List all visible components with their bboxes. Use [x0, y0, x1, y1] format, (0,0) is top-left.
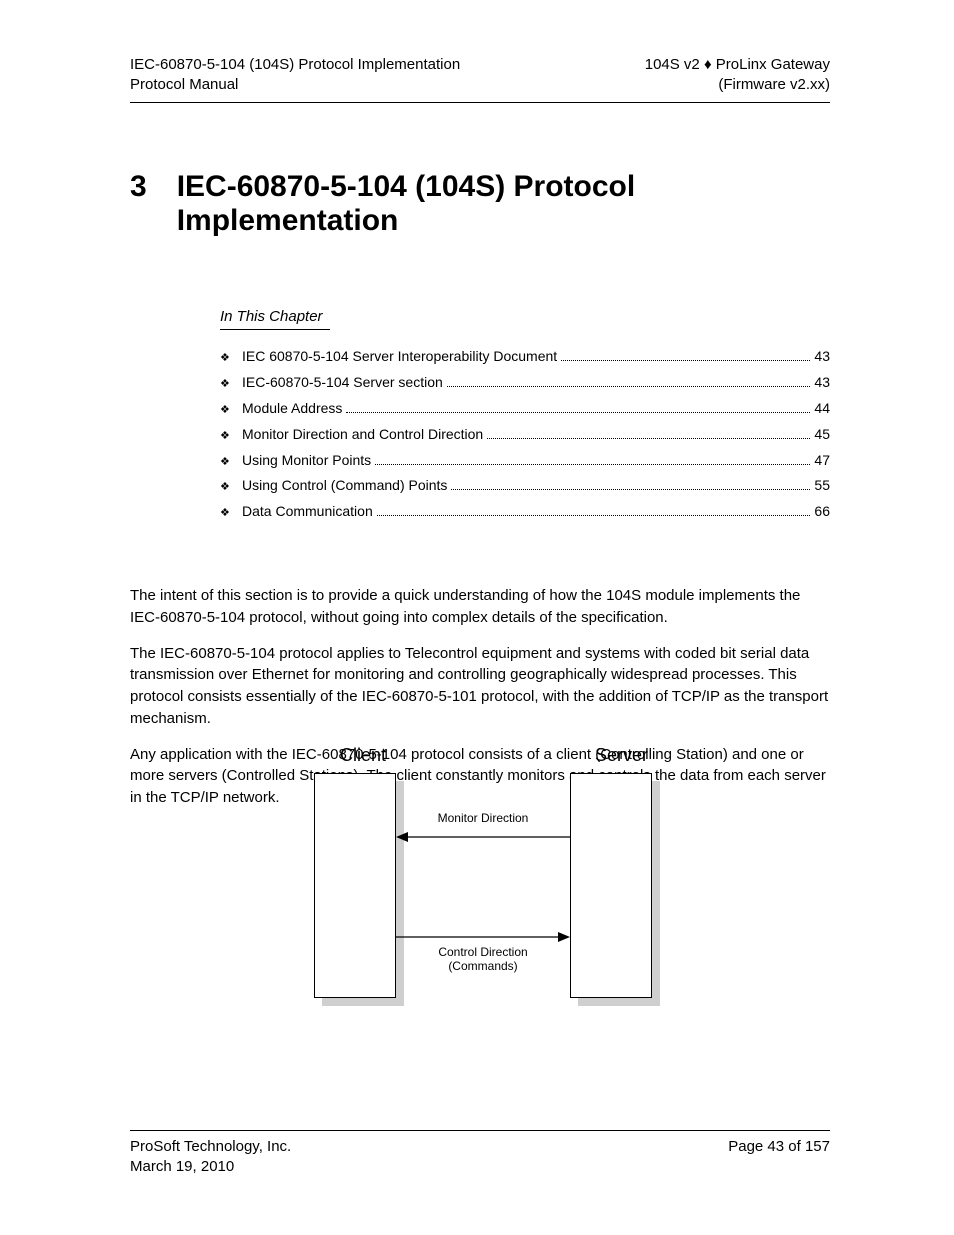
toc-leader [346, 402, 810, 413]
toc-page: 44 [814, 396, 830, 422]
toc-item: ❖ Data Communication 66 [220, 499, 830, 525]
toc-text: Module Address [242, 396, 342, 422]
toc-item: ❖ Using Monitor Points 47 [220, 448, 830, 474]
bullet-icon: ❖ [220, 348, 242, 368]
footer-company: ProSoft Technology, Inc. [130, 1137, 291, 1157]
toc-text: Monitor Direction and Control Direction [242, 422, 483, 448]
diagram-server-label: Server [595, 745, 648, 766]
page-footer: ProSoft Technology, Inc. March 19, 2010 … [130, 1130, 830, 1178]
bullet-icon: ❖ [220, 400, 242, 420]
toc-list: ❖ IEC 60870-5-104 Server Interoperabilit… [220, 344, 830, 525]
paragraph: The intent of this section is to provide… [130, 585, 830, 629]
toc-page: 43 [814, 370, 830, 396]
bullet-icon: ❖ [220, 452, 242, 472]
toc-item: ❖ IEC-60870-5-104 Server section 43 [220, 370, 830, 396]
diagram-client-box [314, 773, 396, 998]
footer-rule [130, 1130, 830, 1131]
arrow-left-icon [396, 830, 570, 844]
diagram-arrow-bottom-label-1: Control Direction [396, 945, 570, 959]
bullet-icon: ❖ [220, 426, 242, 446]
toc-text: Data Communication [242, 499, 373, 525]
toc-item: ❖ Monitor Direction and Control Directio… [220, 422, 830, 448]
chapter-title: IEC-60870-5-104 (104S) Protocol Implemen… [177, 170, 830, 238]
client-server-diagram: Client Server Monitor Direction Control … [310, 745, 690, 1015]
diagram-arrow-top-label: Monitor Direction [396, 811, 570, 825]
footer-page-number: Page 43 of 157 [728, 1137, 830, 1157]
toc-item: ❖ Using Control (Command) Points 55 [220, 473, 830, 499]
toc-leader [377, 505, 811, 516]
page-header: IEC-60870-5-104 (104S) Protocol Implemen… [130, 55, 830, 103]
toc-text: Using Control (Command) Points [242, 473, 447, 499]
bullet-icon: ❖ [220, 477, 242, 497]
toc-item: ❖ Module Address 44 [220, 396, 830, 422]
header-rule [130, 102, 830, 103]
toc-page: 47 [814, 448, 830, 474]
in-this-chapter-underline [220, 329, 330, 330]
diagram-client-label: Client [340, 745, 386, 766]
chapter-block: 3 IEC-60870-5-104 (104S) Protocol Implem… [130, 170, 830, 823]
bullet-icon: ❖ [220, 503, 242, 523]
header-right-line2: (Firmware v2.xx) [645, 75, 830, 95]
toc-leader [447, 376, 811, 387]
chapter-number: 3 [130, 170, 147, 204]
footer-date: March 19, 2010 [130, 1157, 291, 1177]
header-right-line1: 104S v2 ♦ ProLinx Gateway [645, 55, 830, 75]
paragraph: The IEC-60870-5-104 protocol applies to … [130, 643, 830, 730]
diagram-server-box [570, 773, 652, 998]
arrow-right-icon [396, 930, 570, 944]
toc-text: IEC-60870-5-104 Server section [242, 370, 443, 396]
bullet-icon: ❖ [220, 374, 242, 394]
toc-text: IEC 60870-5-104 Server Interoperability … [242, 344, 557, 370]
toc-page: 55 [814, 473, 830, 499]
header-left-line2: Protocol Manual [130, 75, 460, 95]
in-this-chapter: In This Chapter ❖ IEC 60870-5-104 Server… [220, 308, 830, 525]
in-this-chapter-label: In This Chapter [220, 308, 830, 325]
toc-leader [451, 479, 810, 490]
toc-leader [375, 453, 810, 464]
toc-leader [487, 427, 810, 438]
toc-text: Using Monitor Points [242, 448, 371, 474]
toc-page: 43 [814, 344, 830, 370]
toc-page: 45 [814, 422, 830, 448]
toc-item: ❖ IEC 60870-5-104 Server Interoperabilit… [220, 344, 830, 370]
toc-page: 66 [814, 499, 830, 525]
header-left-line1: IEC-60870-5-104 (104S) Protocol Implemen… [130, 55, 460, 75]
diagram-arrow-bottom-label-2: (Commands) [396, 959, 570, 973]
toc-leader [561, 350, 810, 361]
